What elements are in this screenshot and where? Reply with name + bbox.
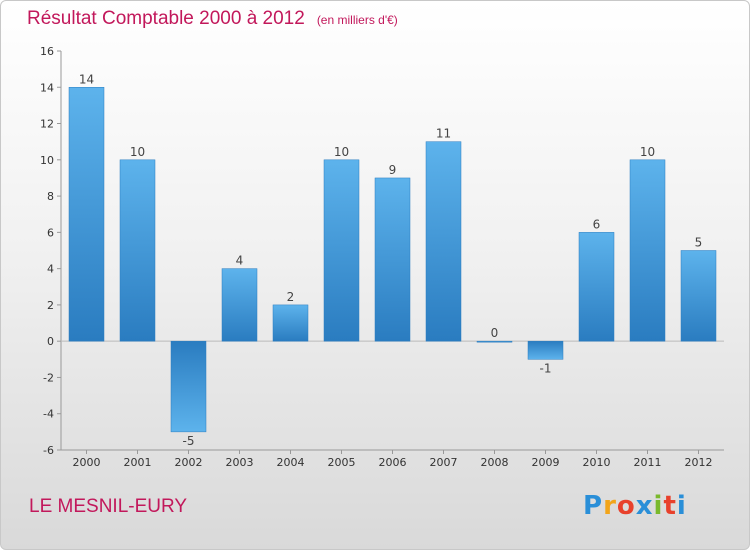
bar-2003: [221, 268, 258, 342]
y-tick-label: 4: [47, 263, 54, 276]
x-tick-label: 2000: [73, 456, 101, 469]
y-tick-label: 14: [40, 81, 54, 94]
bar-2000: [68, 87, 105, 342]
data-label: 2: [287, 290, 295, 304]
y-tick-label: 12: [40, 118, 54, 131]
data-label: 14: [79, 72, 94, 86]
x-tick-label: 2001: [124, 456, 152, 469]
bar-2004: [272, 304, 309, 342]
x-tick-label: 2008: [481, 456, 509, 469]
logo-letter: i: [653, 491, 664, 521]
data-label: 9: [389, 163, 397, 177]
y-tick-label: 10: [40, 154, 54, 167]
y-tick-label: 6: [47, 226, 54, 239]
data-label: -1: [540, 361, 552, 375]
x-tick-label: 2005: [328, 456, 356, 469]
title-unit: (en milliers d'€): [316, 13, 398, 27]
y-tick-label: -4: [43, 408, 54, 421]
logo-letter: o: [616, 491, 636, 521]
data-label: 11: [436, 127, 451, 141]
y-tick-label: 0: [47, 335, 54, 348]
bar-2010: [578, 232, 615, 342]
y-tick-label: 8: [47, 190, 54, 203]
x-tick-label: 2010: [583, 456, 611, 469]
data-label: -5: [183, 434, 195, 448]
x-tick-label: 2009: [532, 456, 560, 469]
logo-letter: x: [635, 491, 654, 521]
x-tick-label: 2007: [430, 456, 458, 469]
proxiti-logo: Proxiti: [583, 491, 687, 521]
x-tick-label: 2012: [685, 456, 713, 469]
x-tick-label: 2011: [634, 456, 662, 469]
bar-2006: [374, 177, 411, 342]
logo-letter: t: [663, 491, 677, 521]
bar-2007: [425, 141, 462, 342]
logo-letter: i: [676, 491, 687, 521]
data-label: 5: [695, 236, 703, 250]
data-label: 6: [593, 217, 601, 231]
data-label: 10: [130, 145, 145, 159]
x-tick-label: 2006: [379, 456, 407, 469]
bar-2001: [119, 159, 156, 342]
bar-2011: [629, 159, 666, 342]
x-tick-label: 2002: [175, 456, 203, 469]
y-tick-label: -2: [43, 371, 54, 384]
bar-2008: [476, 340, 513, 343]
bar-2002: [170, 340, 207, 433]
logo-letter: P: [583, 491, 604, 521]
x-tick-label: 2003: [226, 456, 254, 469]
data-label: 10: [334, 145, 349, 159]
x-tick-label: 2004: [277, 456, 305, 469]
data-label: 0: [491, 326, 499, 340]
logo-letter: r: [603, 491, 617, 521]
title-text: Résultat Comptable 2000 à 2012: [27, 8, 305, 29]
y-tick-label: -6: [43, 444, 54, 457]
data-label: 10: [640, 145, 655, 159]
bar-2005: [323, 159, 360, 342]
bar-2012: [680, 250, 717, 342]
data-label: 4: [236, 254, 244, 268]
chart-title: Résultat Comptable 2000 à 2012 (en milli…: [27, 8, 398, 30]
y-tick-label: 2: [47, 299, 54, 312]
y-tick-label: 16: [40, 45, 54, 58]
bar-2009: [527, 340, 564, 360]
commune-name: LE MESNIL-EURY: [29, 496, 188, 517]
